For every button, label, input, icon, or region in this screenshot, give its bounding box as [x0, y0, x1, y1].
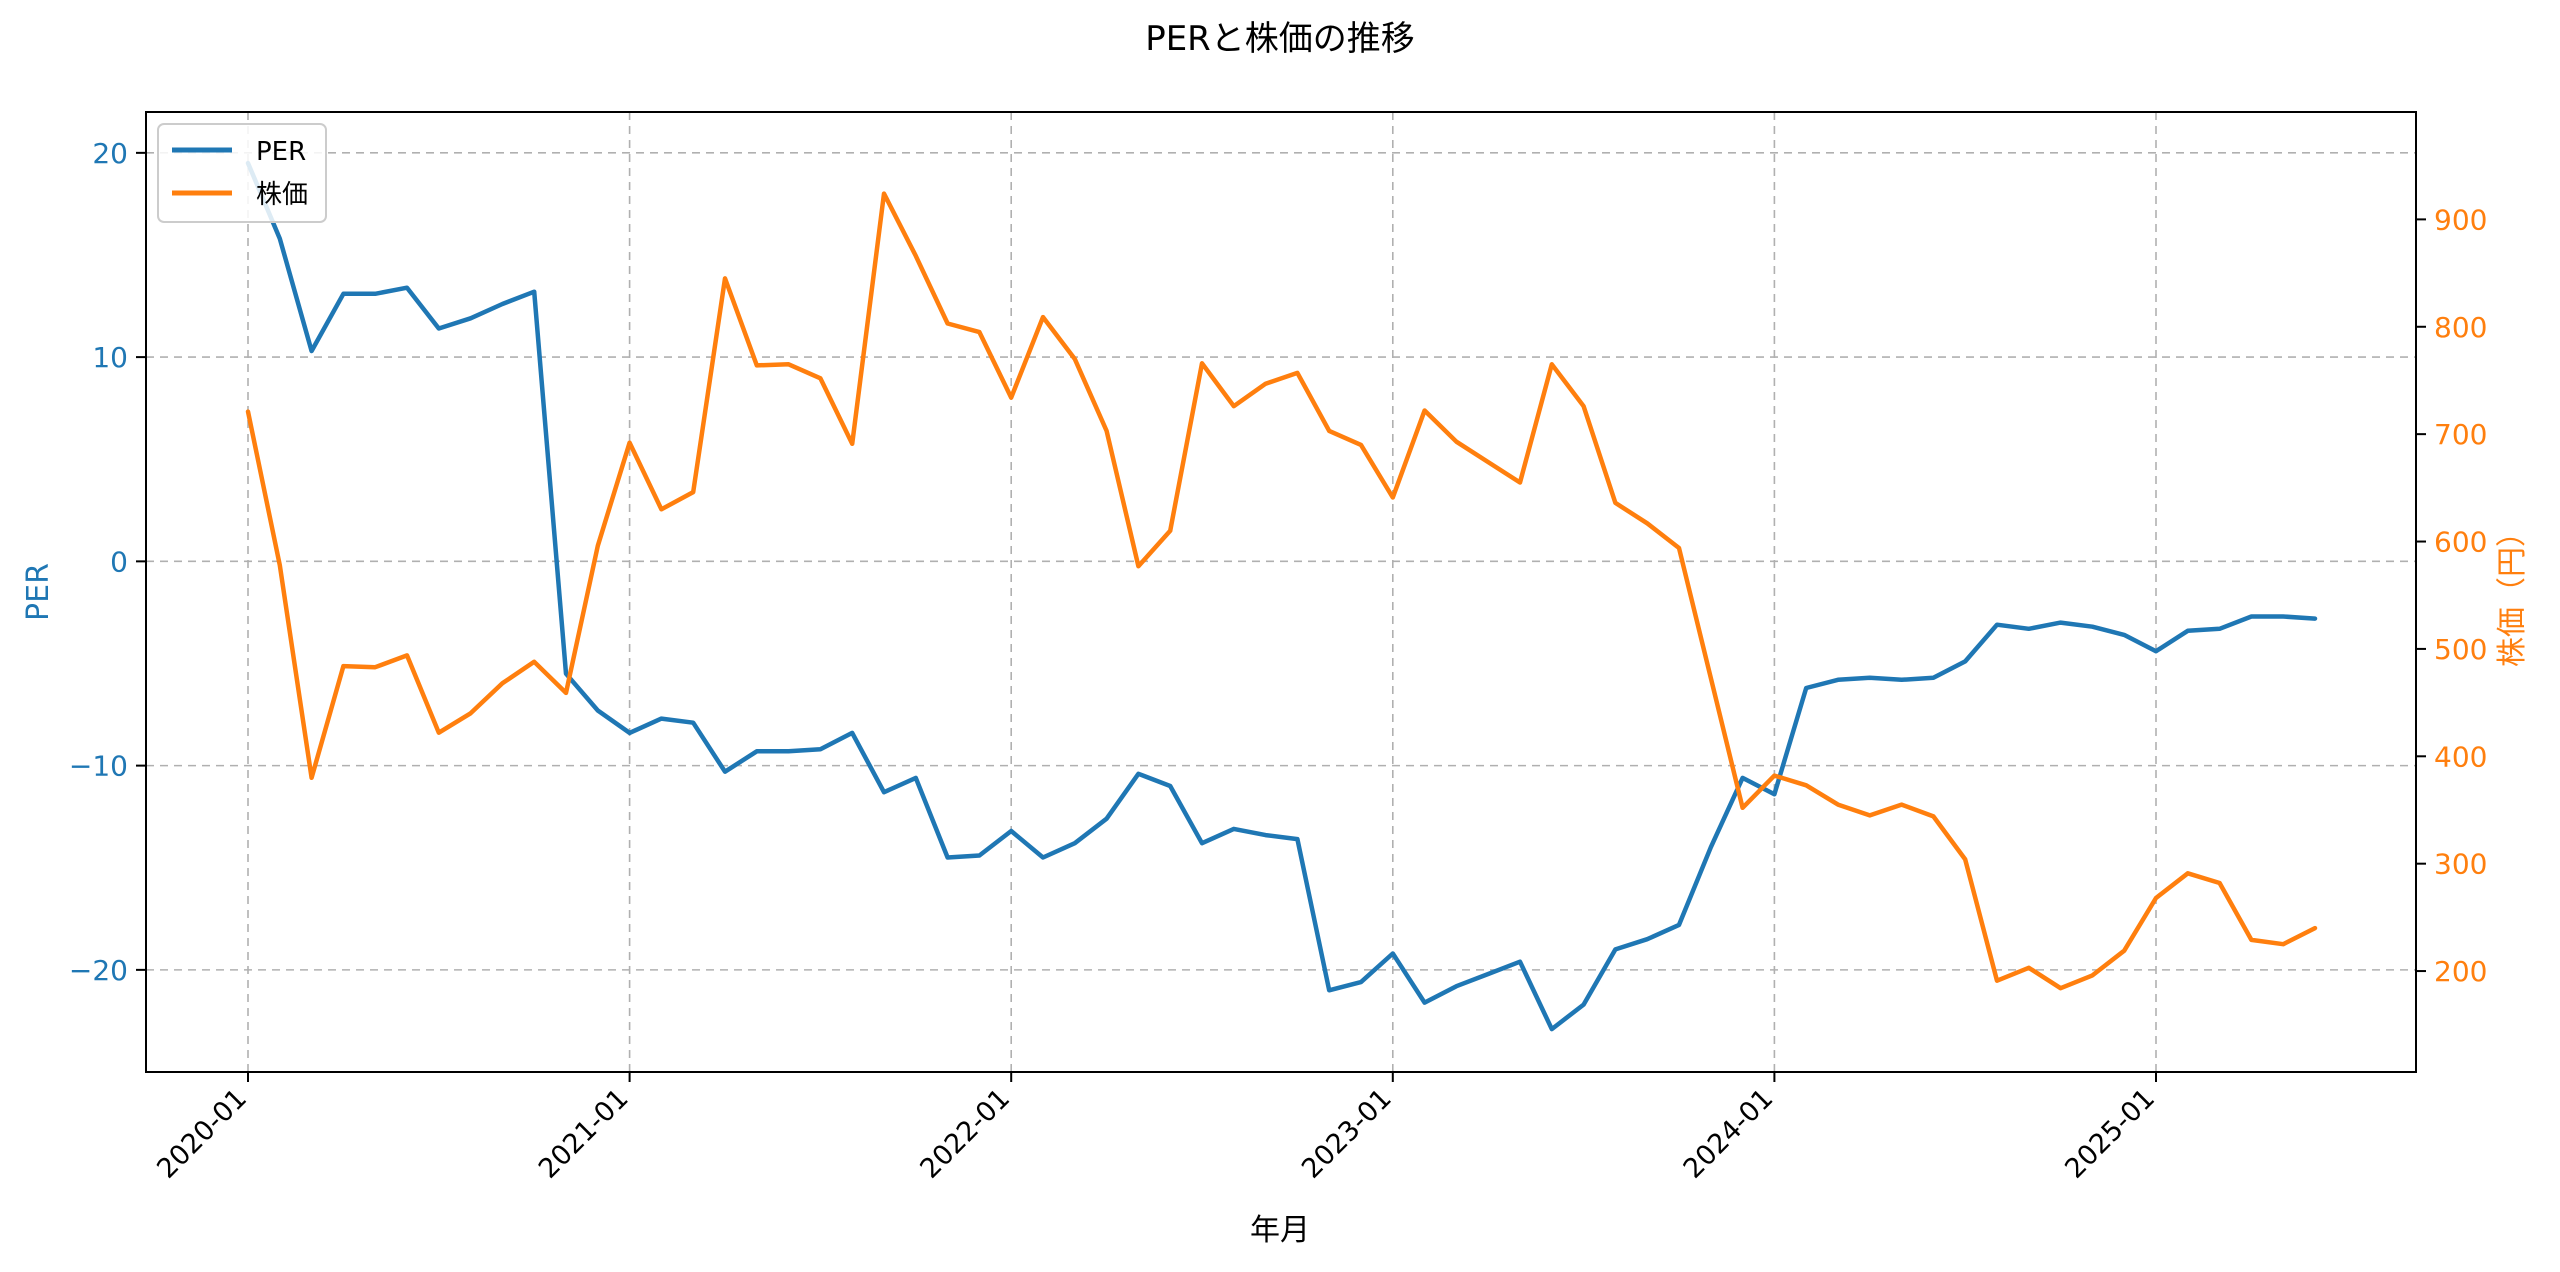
- grid-layer: [146, 112, 2416, 1072]
- y-right-tick-label: 500: [2434, 633, 2487, 666]
- chart-title: PERと株価の推移: [1145, 19, 1415, 59]
- y-axis-right: 200 300 400 500 600 700 800 900: [2416, 203, 2487, 988]
- x-tick-label: 2020-01: [151, 1083, 253, 1185]
- y-right-tick-label: 800: [2434, 311, 2487, 344]
- y-right-tick-label: 300: [2434, 848, 2487, 881]
- y-left-tick-label: 20: [92, 137, 128, 170]
- y-left-tick-label: −20: [69, 954, 128, 987]
- plot-frame: [145, 111, 2417, 1073]
- series-line-price: [245, 191, 2318, 991]
- y-axis-label-left: PER: [21, 563, 56, 621]
- y-axis-label-right: 株価（円）: [2495, 517, 2530, 667]
- series-line-per: [245, 160, 2318, 1032]
- legend-label-per: PER: [256, 137, 306, 167]
- x-tick-label: 2021-01: [533, 1083, 635, 1185]
- legend: PER 株価: [157, 123, 327, 223]
- y-axis-left: −20 −10 0 10 20: [69, 137, 146, 987]
- series-layer: [245, 160, 2318, 1032]
- x-axis-label: 年月: [1250, 1213, 1310, 1248]
- x-tick-label: 2025-01: [2059, 1083, 2161, 1185]
- y-left-tick-label: −10: [69, 750, 128, 783]
- x-tick-label: 2024-01: [1678, 1083, 1780, 1185]
- y-right-tick-label: 200: [2434, 955, 2487, 988]
- x-tick-label: 2022-01: [914, 1083, 1016, 1185]
- y-left-tick-label: 10: [92, 341, 128, 374]
- x-tick-label: 2023-01: [1296, 1083, 1398, 1185]
- y-right-tick-label: 900: [2434, 203, 2487, 236]
- y-right-tick-label: 600: [2434, 526, 2487, 559]
- y-right-tick-label: 700: [2434, 418, 2487, 451]
- x-axis: 2020-01 2021-01 2022-01 2023-01 2024-01 2025-…: [151, 1072, 2161, 1185]
- legend-label-price: 株価: [256, 180, 308, 210]
- y-left-tick-label: 0: [110, 545, 128, 578]
- y-right-tick-label: 400: [2434, 740, 2487, 773]
